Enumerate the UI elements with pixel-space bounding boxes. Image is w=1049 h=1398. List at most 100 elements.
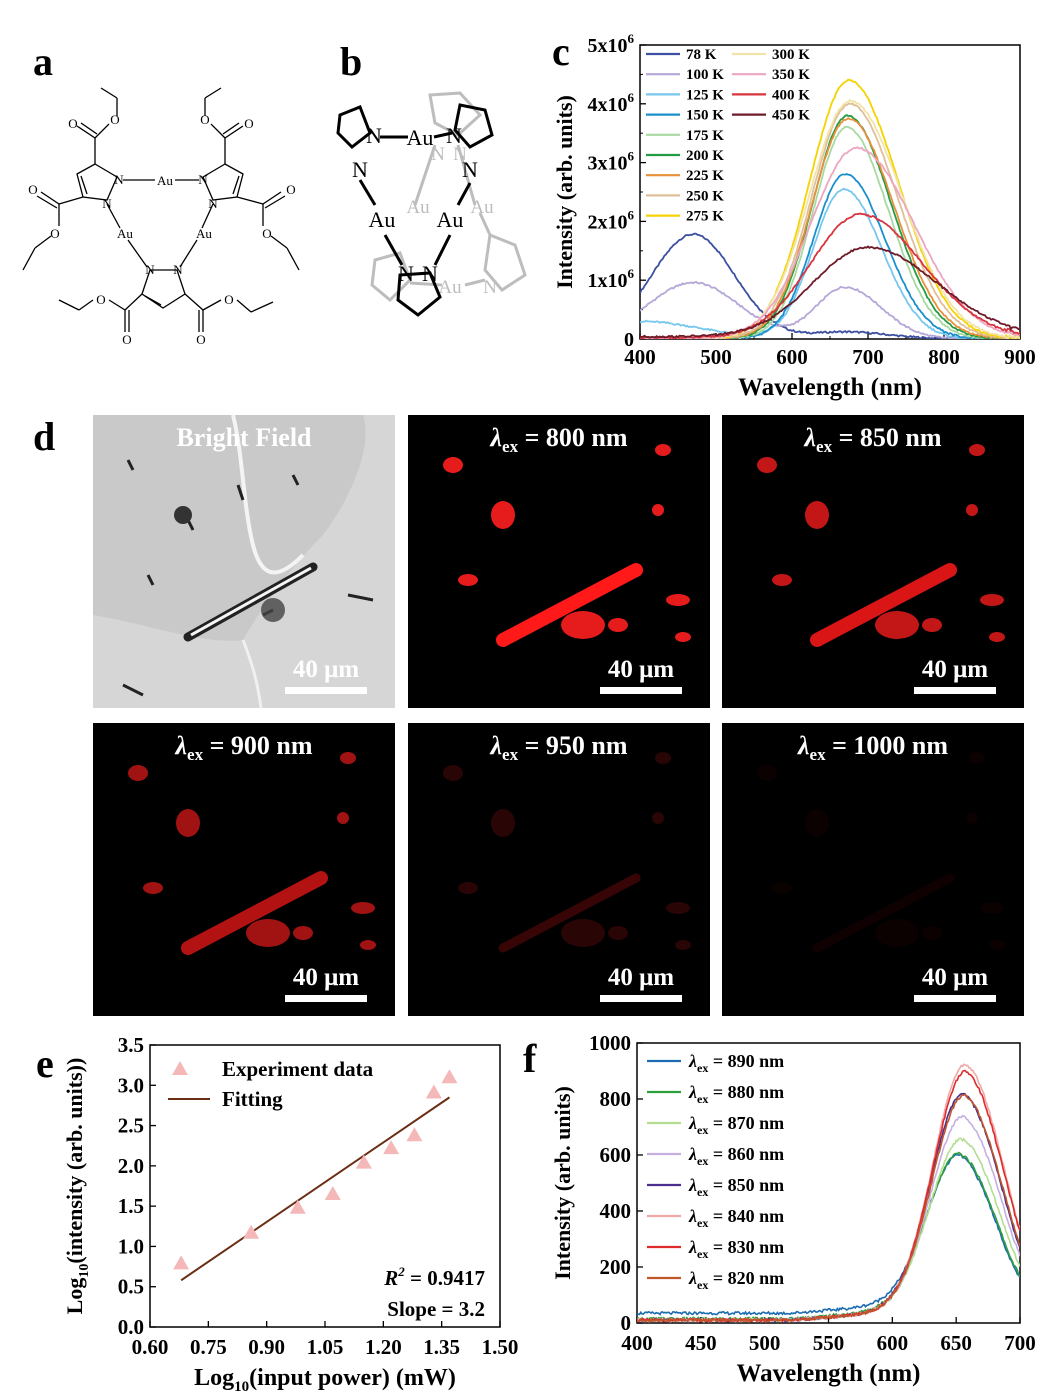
y-axis-label: Intensity (arb. units) bbox=[550, 1086, 575, 1280]
atom-n: N bbox=[462, 157, 478, 182]
speck-emission bbox=[757, 765, 777, 781]
atom-n: N bbox=[145, 262, 155, 277]
rod-emission bbox=[496, 563, 643, 647]
x-tick-label: 1.05 bbox=[307, 1335, 344, 1359]
scale-bar-label: 40 μm bbox=[921, 964, 989, 991]
scale-bar-line bbox=[600, 995, 682, 1002]
speck-emission bbox=[561, 919, 605, 947]
speck-emission bbox=[666, 902, 690, 914]
micrograph-image bbox=[443, 752, 691, 953]
rod-emission bbox=[498, 873, 641, 953]
fit-line bbox=[180, 1096, 451, 1282]
x-tick-label: 550 bbox=[813, 1331, 845, 1355]
legend-entry: λex = 880 nm bbox=[688, 1082, 784, 1106]
excitation-value: = 900 nm bbox=[203, 731, 313, 760]
excitation-value: = 800 nm bbox=[518, 423, 628, 452]
atom-n: N bbox=[446, 123, 462, 148]
lambda-symbol: λ bbox=[175, 731, 188, 760]
scale-bar: 40 μm bbox=[914, 657, 996, 694]
crystal-highlight bbox=[190, 566, 312, 637]
data-point bbox=[243, 1224, 260, 1239]
y-tick-label: 200 bbox=[600, 1255, 632, 1279]
micrograph-image bbox=[128, 752, 376, 955]
atom-au: Au bbox=[470, 197, 494, 218]
panel-b-structure: Au Au Au N N N Au Au Au N N N N N N bbox=[336, 91, 527, 317]
slope-annotation: Slope = 3.2 bbox=[387, 1297, 485, 1321]
atom-o: O bbox=[96, 292, 105, 307]
x-tick-label: 1.35 bbox=[423, 1335, 460, 1359]
atom-o: O bbox=[50, 226, 59, 241]
atom-au: Au bbox=[437, 207, 464, 232]
legend-entry: λex = 860 nm bbox=[688, 1144, 784, 1168]
atom-o: O bbox=[122, 332, 131, 347]
y-tick-label: 4x106 bbox=[588, 90, 635, 116]
atom-au: Au bbox=[406, 197, 430, 218]
speck-emission bbox=[966, 812, 978, 824]
y-tick-sup: 6 bbox=[628, 207, 635, 222]
speck-emission bbox=[443, 457, 463, 473]
atom-au: Au bbox=[369, 207, 396, 232]
y-tick-label: 400 bbox=[600, 1199, 632, 1223]
speck-emission bbox=[337, 812, 349, 824]
scale-bar: 40 μm bbox=[914, 965, 996, 1002]
x-tick-label: 650 bbox=[940, 1331, 972, 1355]
y-tick-label: 1.0 bbox=[118, 1234, 144, 1258]
legend-entry: 100 K bbox=[686, 67, 724, 83]
speck-emission bbox=[875, 919, 919, 947]
legend-entry: 225 K bbox=[686, 168, 724, 184]
panel-label-d: d bbox=[33, 414, 56, 459]
atom-au: Au bbox=[157, 173, 173, 188]
legend-entry: 400 K bbox=[772, 87, 810, 103]
scale-bar: 40 μm bbox=[285, 965, 367, 1002]
series-line bbox=[637, 1137, 1020, 1323]
micrograph-image bbox=[443, 444, 691, 647]
crack bbox=[231, 415, 305, 575]
speck-emission bbox=[458, 882, 478, 894]
speck-emission bbox=[652, 812, 664, 824]
speck-emission bbox=[293, 926, 313, 940]
speck-emission bbox=[655, 752, 671, 764]
speck-emission bbox=[980, 594, 1004, 606]
data-point bbox=[441, 1069, 458, 1084]
micrograph-image bbox=[93, 415, 395, 708]
scale-bar: 40 μm bbox=[285, 657, 367, 694]
speck-emission bbox=[340, 752, 356, 764]
debris bbox=[122, 683, 144, 697]
legend-entry: 350 K bbox=[772, 67, 810, 83]
speck-emission bbox=[966, 504, 978, 516]
rod-emission bbox=[181, 871, 328, 955]
data-point bbox=[383, 1140, 400, 1155]
panel-label-c: c bbox=[552, 29, 570, 74]
data-point bbox=[425, 1084, 442, 1099]
debris bbox=[236, 484, 245, 501]
scale-bar-label: 40 μm bbox=[607, 964, 675, 991]
legend-entry: 450 K bbox=[772, 108, 810, 124]
legend-entry: 200 K bbox=[686, 148, 724, 164]
atom-o: O bbox=[200, 112, 209, 127]
atom-o: O bbox=[196, 332, 205, 347]
atom-o: O bbox=[68, 116, 77, 131]
speck-emission bbox=[757, 457, 777, 473]
debris bbox=[347, 593, 374, 602]
speck-emission bbox=[561, 611, 605, 639]
panel-label-f: f bbox=[523, 1036, 537, 1081]
atom-n: N bbox=[198, 172, 208, 187]
excitation-subscript: ex bbox=[809, 745, 826, 765]
atom-n: N bbox=[352, 157, 368, 182]
atom-o: O bbox=[262, 226, 271, 241]
speck-emission bbox=[443, 765, 463, 781]
panel-label-a: a bbox=[33, 39, 53, 84]
legend-entry: 250 K bbox=[686, 188, 724, 204]
speck-emission bbox=[360, 940, 376, 950]
legend-entry: 78 K bbox=[686, 47, 717, 63]
speck-emission bbox=[922, 618, 942, 632]
debris bbox=[146, 574, 155, 586]
data-point bbox=[355, 1154, 372, 1169]
x-tick-label: 1.20 bbox=[365, 1335, 402, 1359]
excitation-subscript: ex bbox=[502, 745, 519, 765]
scale-bar: 40 μm bbox=[600, 657, 682, 694]
speck-emission bbox=[772, 574, 792, 586]
panel-label-e: e bbox=[36, 1041, 54, 1086]
micrograph-tile: λex = 1000 nm 40 μm bbox=[722, 723, 1024, 1016]
speck-emission bbox=[176, 809, 200, 837]
